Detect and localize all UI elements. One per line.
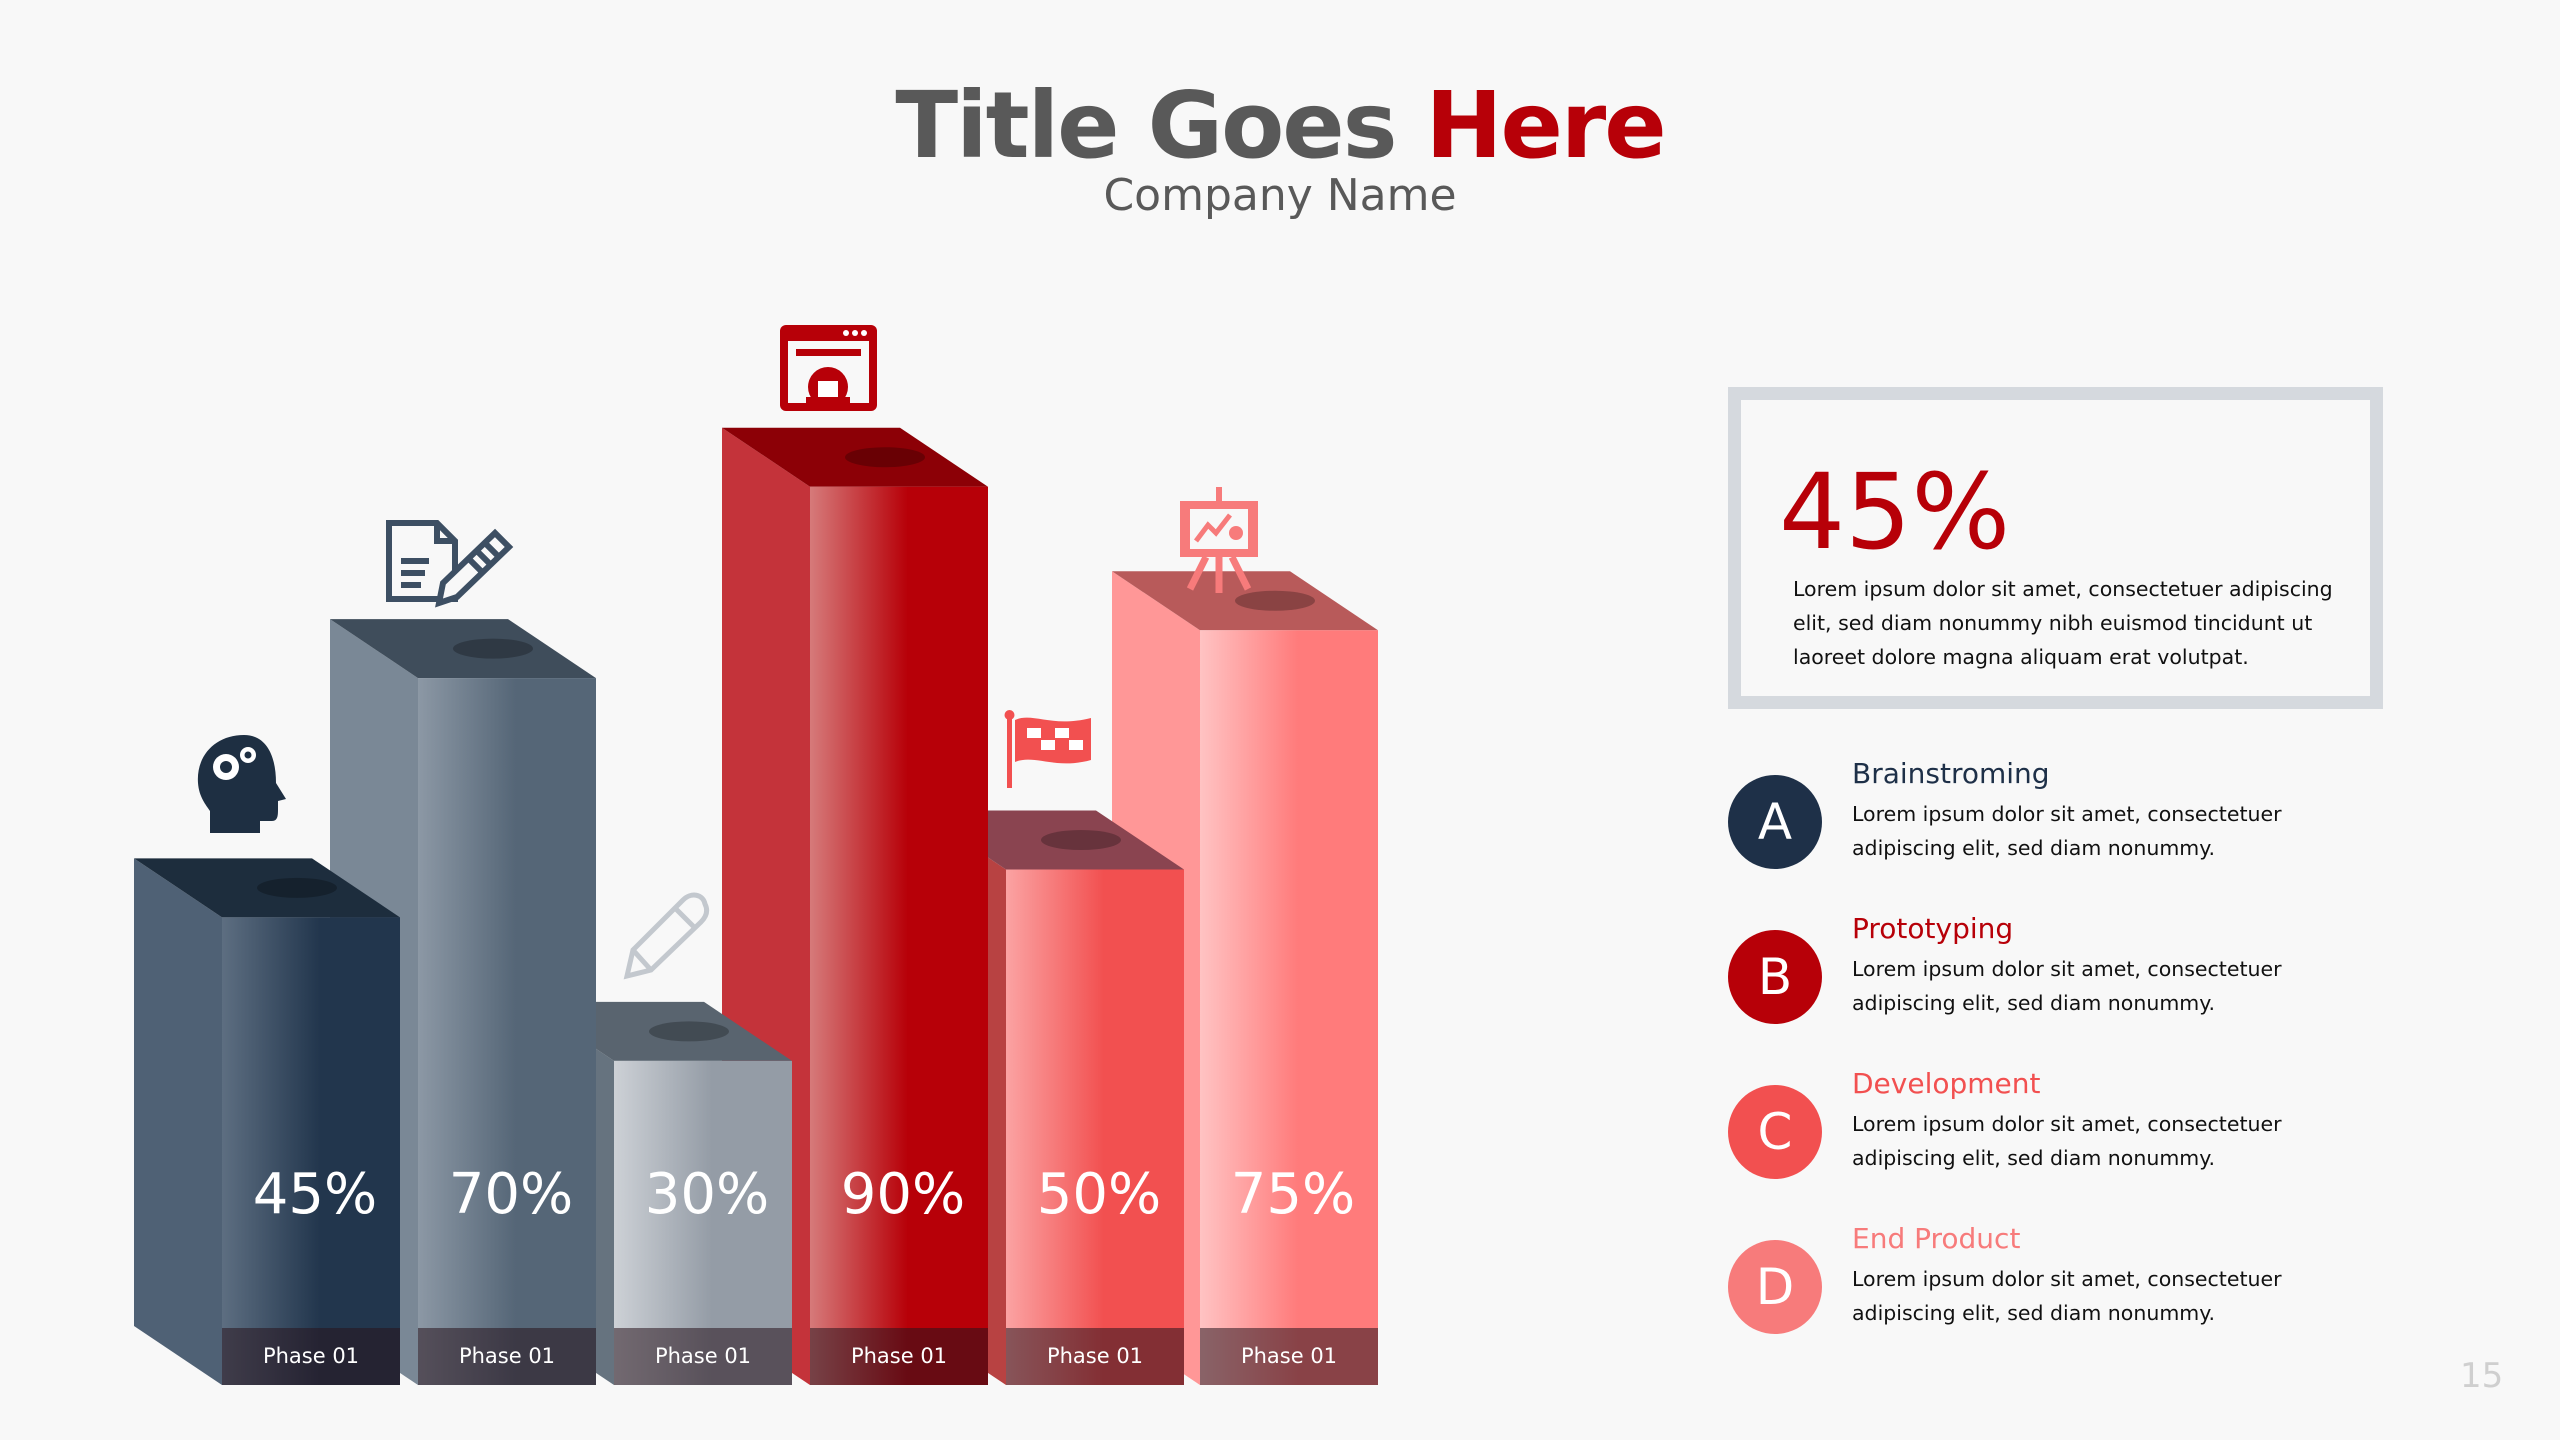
- page-title: Title Goes Here: [0, 72, 2560, 179]
- bar-front: [222, 917, 400, 1385]
- legend-item-c: C Development Lorem ipsum dolor sit amet…: [1728, 1067, 2428, 1215]
- presentation-easel-icon: [1180, 487, 1258, 593]
- letter-badge: D: [1728, 1240, 1822, 1334]
- bar-category-label: Phase 01: [851, 1344, 947, 1368]
- bar-category-label: Phase 01: [263, 1344, 359, 1368]
- bar-top-shadow: [649, 1021, 729, 1042]
- bar-front: [1006, 869, 1184, 1385]
- document-pencil-icon: [386, 520, 514, 608]
- legend-item-d: D End Product Lorem ipsum dolor sit amet…: [1728, 1222, 2428, 1370]
- highlight-value: 45%: [1779, 451, 2011, 573]
- item-desc: Lorem ipsum dolor sit amet, consectetuer…: [1852, 1112, 2282, 1170]
- head-gears-icon: [197, 735, 286, 833]
- letter-badge: A: [1728, 775, 1822, 869]
- bar-value-label: 50%: [1037, 1162, 1161, 1227]
- company-name: Company Name: [1103, 170, 1457, 221]
- bar-category-label: Phase 01: [1047, 1344, 1143, 1368]
- letter-badge: C: [1728, 1085, 1822, 1179]
- bar-top: [722, 427, 988, 487]
- phase-band: [1200, 1328, 1378, 1385]
- checkered-flag-icon: [1004, 710, 1091, 788]
- bar-value-label: 45%: [253, 1162, 377, 1227]
- phase-band: [222, 1328, 400, 1385]
- pencil-icon: [623, 892, 710, 980]
- bar-top: [1112, 571, 1378, 631]
- bar-value-label: 75%: [1231, 1162, 1355, 1227]
- bar-top-shadow: [453, 638, 533, 659]
- legend-item-b: B Prototyping Lorem ipsum dolor sit amet…: [1728, 912, 2428, 1060]
- item-name: Brainstroming: [1852, 757, 2050, 790]
- bar-front: [810, 486, 988, 1385]
- bar: 45% Phase 01: [134, 858, 400, 1385]
- title-main: Title Goes: [895, 72, 1397, 179]
- bar-top-shadow: [1235, 590, 1315, 611]
- phase-band: [614, 1328, 792, 1385]
- phase-band: [418, 1328, 596, 1385]
- item-name: End Product: [1852, 1222, 2021, 1255]
- bar-front: [1200, 630, 1378, 1385]
- bar-value-label: 70%: [449, 1162, 573, 1227]
- bar-side: [134, 858, 222, 1385]
- bar-top: [330, 619, 596, 679]
- bar-top: [134, 858, 400, 918]
- phase-band: [810, 1328, 988, 1385]
- item-name: Prototyping: [1852, 912, 2014, 945]
- legend-item-a: A Brainstroming Lorem ipsum dolor sit am…: [1728, 757, 2428, 905]
- letter-badge: B: [1728, 930, 1822, 1024]
- bar-category-label: Phase 01: [655, 1344, 751, 1368]
- page-number: 15: [2460, 1356, 2504, 1396]
- title-highlight: Here: [1425, 72, 1666, 179]
- item-desc: Lorem ipsum dolor sit amet, consectetuer…: [1852, 802, 2282, 860]
- phase-band: [1006, 1328, 1184, 1385]
- bar-category-label: Phase 01: [459, 1344, 555, 1368]
- bar-value-label: 90%: [841, 1162, 965, 1227]
- item-desc: Lorem ipsum dolor sit amet, consectetuer…: [1852, 1267, 2282, 1325]
- item-name: Development: [1852, 1067, 2041, 1100]
- item-desc: Lorem ipsum dolor sit amet, consectetuer…: [1852, 957, 2282, 1015]
- bar-value-label: 30%: [645, 1162, 769, 1227]
- bar-top-shadow: [845, 447, 925, 468]
- browser-gear-icon: [780, 325, 877, 411]
- bar-category-label: Phase 01: [1241, 1344, 1337, 1368]
- bar-top-shadow: [1041, 830, 1121, 850]
- highlight-text: Lorem ipsum dolor sit amet, consectetuer…: [1793, 577, 2333, 669]
- bar-top-shadow: [257, 877, 337, 898]
- bar-front: [418, 678, 596, 1385]
- highlight-box: 45% Lorem ipsum dolor sit amet, consecte…: [1728, 387, 2383, 709]
